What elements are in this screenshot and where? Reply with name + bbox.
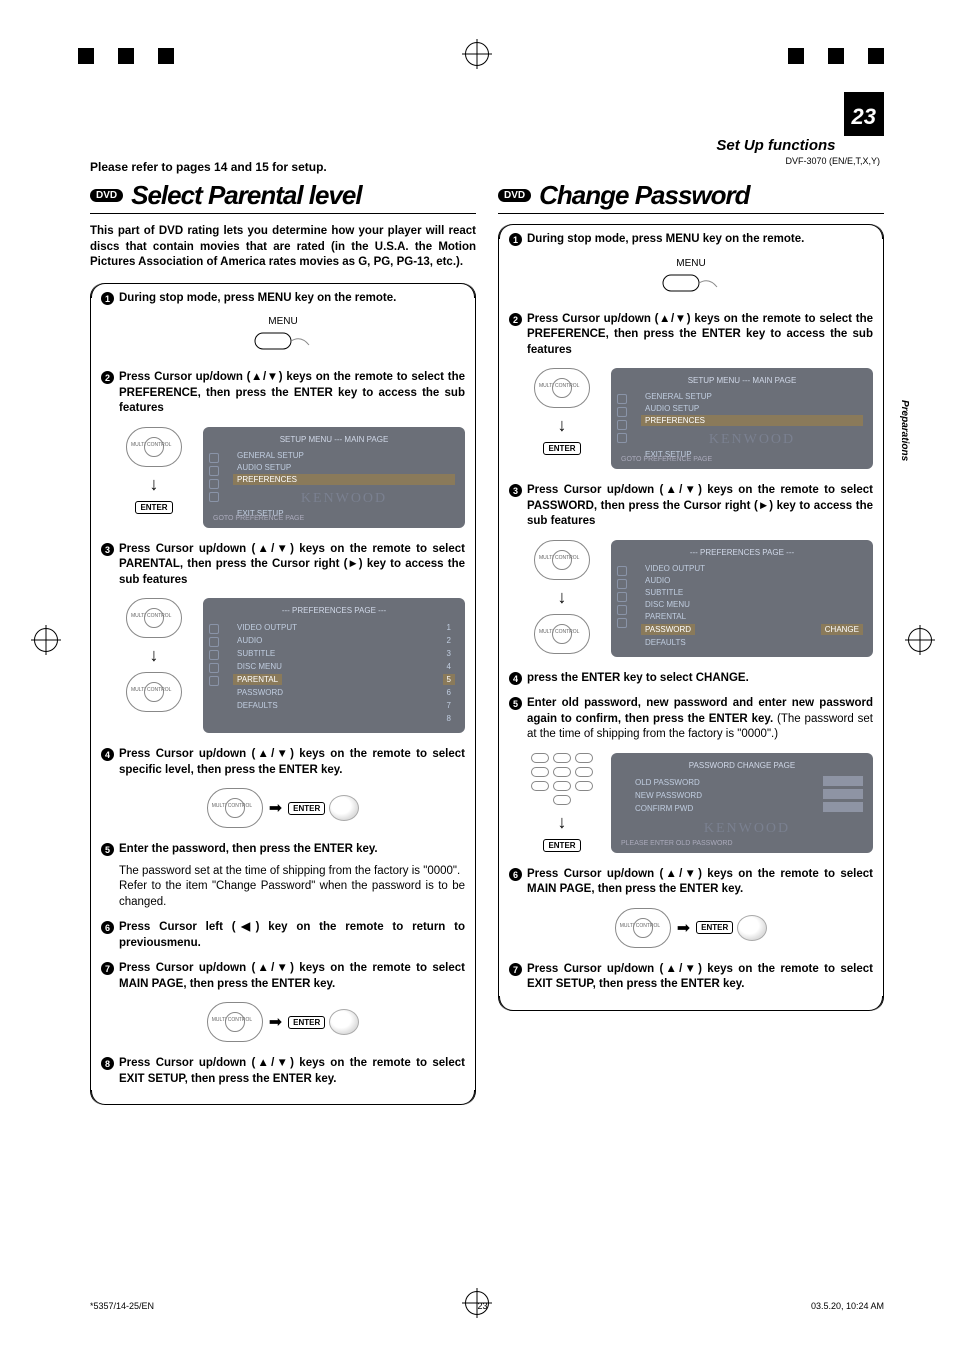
step-4: Press Cursor up/down (▲/▼) keys on the r…: [119, 748, 465, 776]
step-2: Press Cursor up/down (▲/▼) keys on the r…: [527, 313, 873, 356]
osd-main-page: SETUP MENU --- MAIN PAGE GENERAL SETUP A…: [611, 368, 873, 469]
dpad-enter-diagram: MULTI CONTROL ➡ ENTER: [101, 1002, 465, 1042]
dpad-enter-diagram: MULTI CONTROL ➡ ENTER: [101, 788, 465, 828]
footer-left: *5357/14-25/EN: [90, 1301, 154, 1311]
registration-mark-icon: [465, 42, 489, 66]
section-title-password: Change Password: [539, 180, 749, 211]
step-6: Press Cursor up/down (▲/▼) keys on the r…: [527, 868, 873, 896]
step-6: Press Cursor left (◀) key on the remote …: [119, 921, 465, 949]
parental-intro: This part of DVD rating lets you determi…: [90, 224, 476, 271]
step-3: Press Cursor up/down (▲/▼) keys on the r…: [527, 484, 873, 527]
step-2: Press Cursor up/down (▲/▼) keys on the r…: [119, 371, 465, 414]
menu-label: MENU: [509, 258, 873, 269]
dpad-enter-diagram: MULTI CONTROL ➡ ENTER: [509, 908, 873, 948]
step-7: Press Cursor up/down (▲/▼) keys on the r…: [119, 962, 465, 990]
step-5-note1: The password set at the time of shipping…: [119, 864, 465, 880]
step-7: Press Cursor up/down (▲/▼) keys on the r…: [527, 963, 873, 991]
registration-mark-icon: [34, 628, 58, 652]
step-1: During stop mode, press MENU key on the …: [119, 292, 396, 304]
enter-key-icon: ENTER: [135, 501, 172, 514]
registration-mark-icon: [908, 628, 932, 652]
section-label: Set Up functions: [716, 137, 835, 154]
step-5-note2: Refer to the item "Change Password" when…: [119, 879, 465, 910]
step-5: Enter the password, then press the ENTER…: [119, 843, 378, 855]
enter-key-icon: ENTER: [543, 442, 580, 455]
menu-key-diagram: MENU: [101, 316, 465, 358]
remote-diagram: MULTI CONTROL ↓ ENTER: [119, 427, 189, 514]
osd-password-change: PASSWORD CHANGE PAGE OLD PASSWORD NEW PA…: [611, 753, 873, 853]
section-title-parental: Select Parental level: [131, 180, 361, 211]
registration-mark-icon: [465, 1291, 489, 1315]
dvd-badge-icon: DVD: [90, 189, 123, 202]
remote-diagram: MULTI CONTROL ↓ MULTI CONTROL: [119, 598, 189, 712]
osd-main-page: SETUP MENU --- MAIN PAGE GENERAL SETUP A…: [203, 427, 465, 528]
menu-label: MENU: [101, 316, 465, 327]
keypad-diagram: ↓ ENTER: [527, 753, 597, 852]
remote-diagram: MULTI CONTROL ↓ ENTER: [527, 368, 597, 455]
step-4: press the ENTER key to select CHANGE.: [527, 672, 749, 684]
side-tab: Preparations: [899, 400, 910, 461]
osd-preferences-page: --- PREFERENCES PAGE --- VIDEO OUTPUT1 A…: [203, 598, 465, 733]
step-3: Press Cursor up/down (▲/▼) keys on the r…: [119, 543, 465, 586]
remote-diagram: MULTI CONTROL ↓ MULTI CONTROL: [527, 540, 597, 654]
enter-key-icon: ENTER: [543, 839, 580, 852]
page-number: 23: [844, 92, 884, 136]
dvd-badge-icon: DVD: [498, 189, 531, 202]
osd-preferences-password: --- PREFERENCES PAGE --- VIDEO OUTPUT AU…: [611, 540, 873, 657]
step-1: During stop mode, press MENU key on the …: [527, 233, 804, 245]
step-8: Press Cursor up/down (▲/▼) keys on the r…: [119, 1057, 465, 1085]
footer-right: 03.5.20, 10:24 AM: [811, 1301, 884, 1311]
menu-key-diagram: MENU: [509, 258, 873, 300]
refer-note: Please refer to pages 14 and 15 for setu…: [90, 160, 884, 174]
